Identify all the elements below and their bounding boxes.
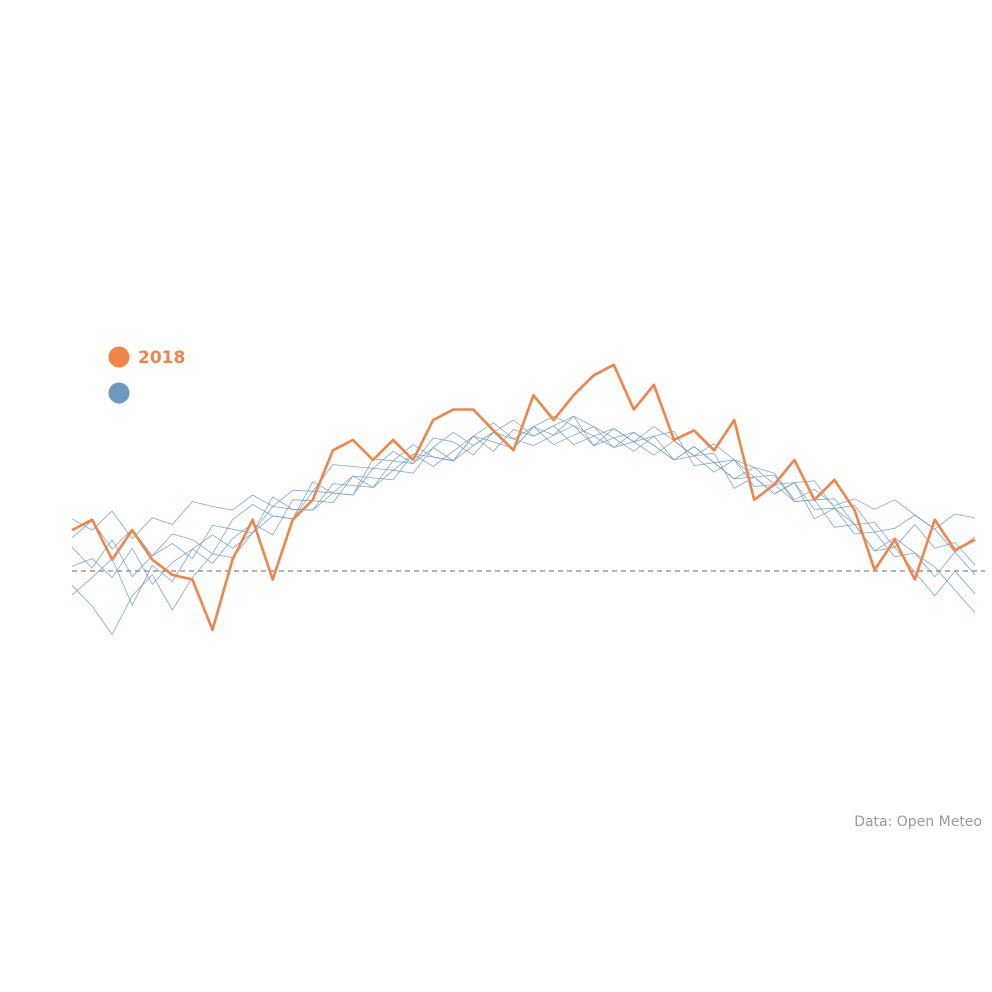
legend-marker <box>108 382 130 404</box>
year-line <box>71 425 976 585</box>
legend-label: 2018 <box>138 348 185 368</box>
caption: Data: Open Meteo <box>854 814 982 830</box>
year-line <box>71 415 976 557</box>
year-line <box>71 425 976 614</box>
year-line <box>71 422 976 635</box>
year-line <box>71 415 976 540</box>
highlight-line <box>71 363 976 632</box>
legend-marker <box>108 346 130 368</box>
year-line <box>71 415 976 578</box>
